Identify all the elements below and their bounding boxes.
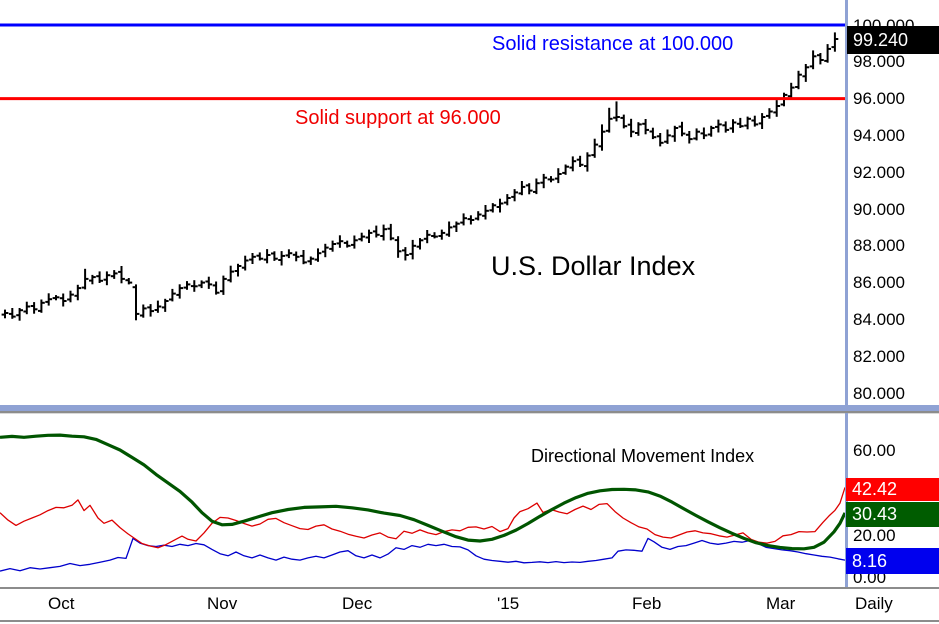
dmi-value-box--DI: 8.16 — [846, 548, 939, 574]
month-label-Oct: Oct — [48, 594, 75, 613]
dmi-value-box-+DI: 42.42 — [846, 478, 939, 501]
time-axis-top-border — [0, 587, 939, 589]
panel-separator-highlight — [0, 413, 939, 414]
price-tick-label: 80.000 — [853, 383, 905, 403]
month-label-Feb: Feb — [632, 594, 662, 613]
price-axis: 100.000 98.000 96.000 94.000 92.000 90.000 88.… — [845, 0, 939, 411]
month-label-Nov: Nov — [207, 594, 238, 613]
price-tick-label: 92.000 — [853, 162, 905, 182]
dmi-value-box-ADX: 30.43 — [846, 502, 939, 527]
panel-separator-band — [0, 405, 939, 411]
timeframe-label: Daily — [855, 594, 893, 613]
dmi-axis: 60.00 20.00 0.00 42.42 30.43 8.16 — [845, 420, 939, 585]
dmi--DI-line — [0, 537, 845, 572]
resistance-annotation: Solid resistance at 100.000 — [492, 33, 734, 55]
support-annotation: Solid support at 96.000 — [295, 107, 501, 129]
price-tick-label: 84.000 — [853, 309, 905, 329]
panel-separator-line — [0, 411, 939, 413]
price-tick-label: 98.000 — [853, 52, 905, 72]
dmi-+DI-line — [0, 487, 845, 549]
price-tick-label: 94.000 — [853, 125, 905, 145]
price-axis-border — [845, 0, 848, 405]
price-bars-svg — [0, 23, 845, 321]
price-tick-label: 82.000 — [853, 346, 905, 366]
dmi-tick-label: 60.00 — [853, 440, 896, 460]
dmi-ADX-line — [0, 433, 845, 551]
last-price-box: 99.240 — [847, 26, 939, 54]
dmi-lines-svg — [0, 433, 845, 572]
time-axis: Oct Nov Dec '15 Feb Mar Daily — [0, 587, 939, 624]
time-axis-bottom-border — [0, 620, 939, 622]
month-label-15: '15 — [497, 594, 520, 613]
price-tick-label: 90.000 — [853, 199, 905, 219]
price-tick-label: 88.000 — [853, 236, 905, 256]
month-label-Mar: Mar — [766, 594, 796, 613]
price-tick-label: 86.000 — [853, 273, 905, 293]
chart-title: U.S. Dollar Index — [491, 251, 696, 281]
dmi-panel[interactable]: Directional Movement Index — [0, 420, 845, 585]
price-tick-label: 96.000 — [853, 89, 905, 109]
price-chart-panel[interactable]: Solid resistance at 100.000 Solid suppor… — [0, 0, 845, 405]
dmi-tick-label: 20.00 — [853, 525, 896, 545]
month-label-Dec: Dec — [342, 594, 373, 613]
dmi-title: Directional Movement Index — [531, 446, 755, 466]
